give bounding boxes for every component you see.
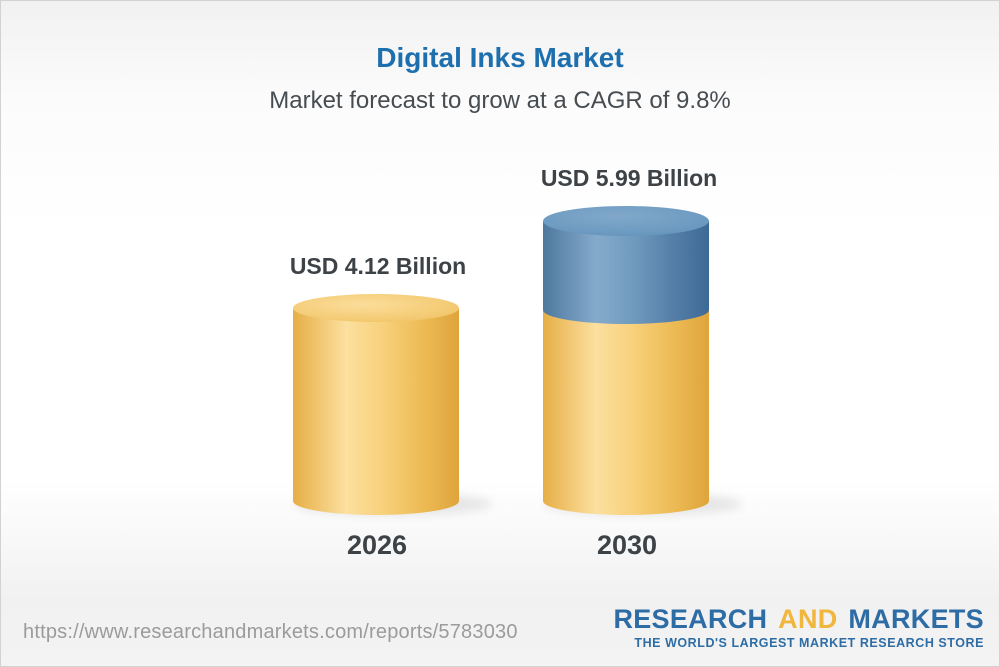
chart-title: Digital Inks Market xyxy=(376,42,624,73)
logo-word-markets: MARKETS xyxy=(848,604,984,634)
cylinder-2030 xyxy=(543,206,709,515)
logo-tagline: THE WORLD'S LARGEST MARKET RESEARCH STOR… xyxy=(634,636,984,651)
report-url: https://www.researchandmarkets.com/repor… xyxy=(23,621,518,643)
value-label-2026: USD 4.12 Billion xyxy=(289,253,467,279)
logo-word-research: RESEARCH xyxy=(613,604,768,634)
cylinder-2030-growth-segment xyxy=(543,206,709,324)
chart-subtitle: Market forecast to grow at a CAGR of 9.8… xyxy=(269,87,731,114)
cylinder-2026 xyxy=(293,294,459,515)
research-and-markets-logo: RESEARCH AND MARKETS THE WORLD'S LARGEST… xyxy=(613,605,984,651)
value-label-2030: USD 5.99 Billion xyxy=(540,165,718,191)
logo-wordmark: RESEARCH AND MARKETS xyxy=(613,605,984,633)
axis-label-2030: 2030 xyxy=(596,530,658,560)
logo-word-and: AND xyxy=(778,604,838,634)
axis-label-2026: 2026 xyxy=(346,530,408,560)
